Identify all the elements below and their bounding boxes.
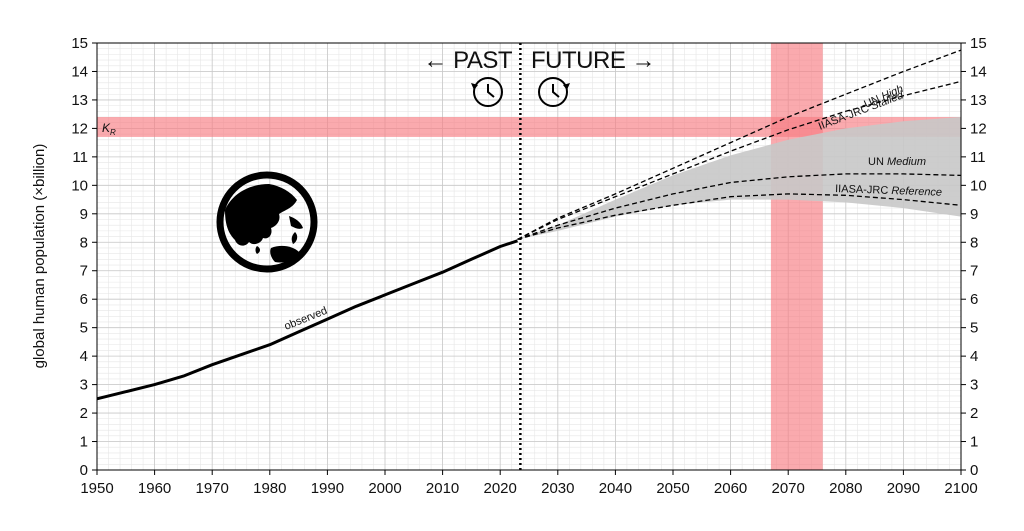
iiasa-reference-label: IIASA-JRC Reference [835,183,942,199]
y-tick-label-right: 7 [970,263,978,280]
y-tick-label-right: 13 [970,92,987,109]
y-tick-label-right: 4 [970,348,978,365]
kr-label: KR [102,121,116,137]
y-tick-label-right: 2 [970,405,978,422]
y-tick-label-left: 14 [71,63,88,80]
y-tick-label-left: 7 [80,263,88,280]
x-tick-label: 1990 [311,480,344,497]
clock-clockwise-icon [538,77,570,107]
series-line-iiasa-jrc-stalled [517,80,961,240]
y-tick-label-left: 10 [71,177,88,194]
x-tick-label: 1950 [80,480,113,497]
y-tick-label-right: 3 [970,377,978,394]
y-tick-label-left: 2 [80,405,88,422]
y-tick-label-right: 10 [970,177,987,194]
uncertainty-interval [517,117,961,240]
y-tick-label-right: 8 [970,234,978,251]
y-tick-label-left: 12 [71,120,88,137]
y-tick-label-left: 15 [71,35,88,52]
y-tick-label-left: 3 [80,377,88,394]
minor-grid [96,42,962,471]
y-tick-label-right: 14 [970,63,987,80]
y-tick-label-left: 4 [80,348,88,365]
future-label: FUTURE → [531,47,655,74]
x-tick-label: 1970 [196,480,229,497]
y-tick-label-left: 11 [72,149,88,166]
y-tick-label-left: 5 [80,320,88,337]
plot-frame [96,42,962,471]
uncertainty-area [517,117,961,240]
y-tick-label-left: 0 [80,462,88,479]
y-tick-label-right: 5 [970,320,978,337]
x-axis-ticks: 1950 1960 1970 1980 1990 2000 2010 2020 2030 2040… [80,470,978,497]
y-tick-label-right: 11 [970,149,986,166]
y-tick-label-left: 1 [80,434,88,451]
series-lines [97,49,961,401]
plot-border [96,42,962,471]
major-grid [96,42,962,471]
year-band [770,43,823,470]
x-tick-label: 2000 [368,480,401,497]
globe-icon [216,171,318,273]
y-tick-label-left: 6 [80,291,88,308]
x-tick-label: 2080 [829,480,862,497]
un-medium-label: UN Medium [868,156,926,168]
x-tick-label: 2090 [887,480,920,497]
x-tick-label: 2010 [426,480,459,497]
y-tick-label-right: 0 [970,462,978,479]
y-tick-label-left: 8 [80,234,88,251]
y-tick-label-left: 9 [80,206,88,223]
x-tick-label: 2040 [599,480,632,497]
y-tick-label-right: 15 [970,35,987,52]
past-label: ← PAST [423,47,512,74]
x-tick-label: 2060 [714,480,747,497]
y-tick-label-right: 6 [970,291,978,308]
series-line-iiasa-jrc-reference [517,193,961,241]
series-line-un-high [517,49,961,240]
x-tick-label: 2050 [656,480,689,497]
x-tick-label: 1960 [138,480,171,497]
x-tick-label: 2020 [484,480,517,497]
kr-band [97,117,961,137]
x-tick-label: 2100 [944,480,977,497]
x-tick-label: 1980 [253,480,286,497]
series-line-un-medium [517,173,961,241]
y-tick-label-right: 1 [970,434,978,451]
y-tick-label-right: 12 [970,120,987,137]
y-axis-label: global human population (×billion) [31,144,48,369]
y-tick-label-right: 9 [970,206,978,223]
clock-counterclockwise-icon [471,77,503,107]
x-tick-label: 2030 [541,480,574,497]
y-tick-label-left: 13 [71,92,88,109]
highlight-bands [97,43,961,470]
x-tick-label: 2070 [772,480,805,497]
observed-line [97,239,518,401]
